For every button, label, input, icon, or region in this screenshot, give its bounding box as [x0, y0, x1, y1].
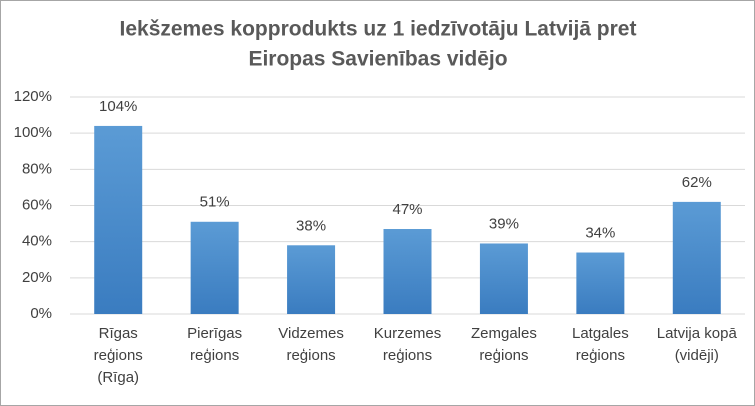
x-tick-label: Vidzemes [278, 325, 344, 342]
data-label: 104% [99, 98, 137, 115]
data-label: 51% [200, 194, 230, 211]
x-tick-label: reģions [94, 347, 143, 364]
y-tick-label: 20% [22, 269, 52, 286]
bar [672, 201, 721, 314]
x-tick-label: Pierīgas [187, 325, 242, 342]
y-tick-label: 80% [22, 160, 52, 177]
x-tick-label: reģions [576, 347, 625, 364]
y-tick-label: 100% [14, 124, 52, 141]
data-label: 39% [489, 215, 519, 232]
y-tick-label: 40% [22, 233, 52, 250]
x-tick-label: reģions [190, 347, 239, 364]
bar [94, 125, 143, 314]
x-tick-label: Rīgas [99, 325, 138, 342]
y-tick-label: 60% [22, 196, 52, 213]
chart-title: Iekšzemes kopprodukts uz 1 iedzīvotāju L… [120, 18, 637, 41]
data-label: 38% [296, 217, 326, 234]
data-label: 62% [682, 174, 712, 191]
bar [287, 245, 336, 314]
x-tick-label: Kurzemes [374, 325, 442, 342]
x-tick-label: Latgales [572, 325, 629, 342]
y-tick-label: 0% [30, 305, 52, 322]
x-tick-label: reģions [286, 347, 335, 364]
x-tick-label: (vidēji) [675, 347, 719, 364]
x-tick-label: Zemgales [471, 325, 537, 342]
chart-title: Eiropas Savienības vidējo [248, 48, 507, 71]
bar [576, 252, 625, 314]
x-tick-label: (Rīga) [97, 369, 139, 386]
x-tick-label: reģions [383, 347, 432, 364]
x-tick-label: reģions [479, 347, 528, 364]
bar [383, 229, 432, 314]
x-tick-label: Latvija kopā [657, 325, 738, 342]
y-tick-label: 120% [14, 88, 52, 105]
data-label: 34% [585, 224, 615, 241]
bar [479, 243, 528, 314]
bar [190, 221, 239, 314]
data-label: 47% [392, 201, 422, 218]
